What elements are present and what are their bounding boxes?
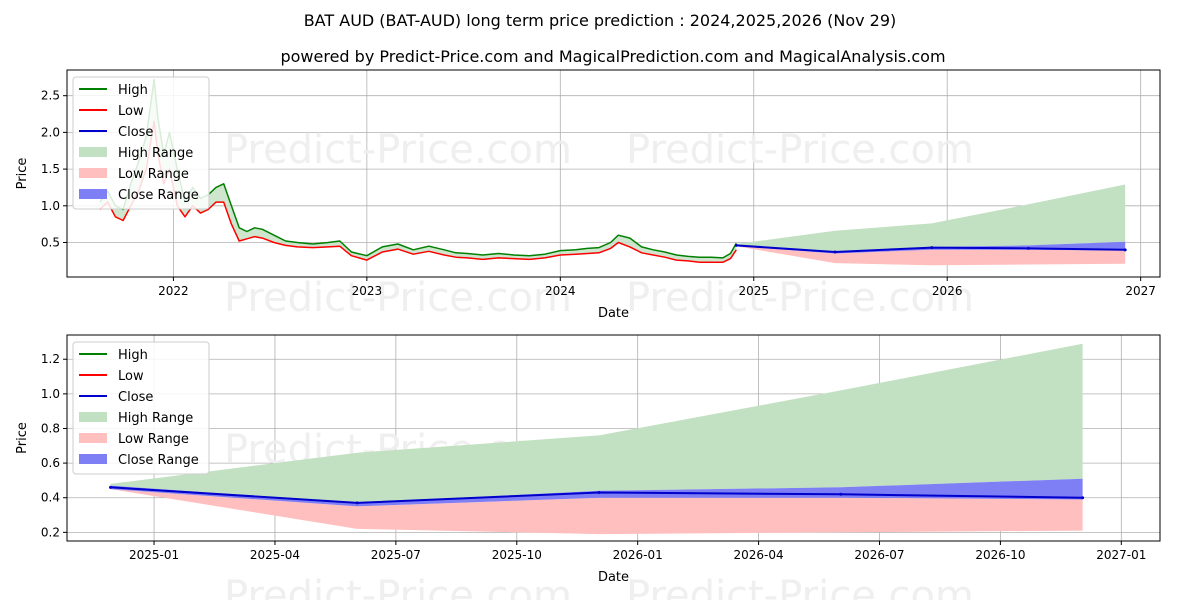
y-axis-label: Price [15, 422, 30, 454]
y-tick-label: 0.5 [41, 236, 60, 250]
x-tick-label: 2026-04 [734, 548, 784, 562]
legend-swatch-patch [79, 412, 107, 422]
legend-entry-label: High [118, 348, 148, 363]
y-tick-label: 1.5 [41, 162, 60, 176]
close-forecast-point [734, 243, 738, 247]
x-tick-label: 2025-07 [371, 548, 421, 562]
watermark-text: Predict-Price.com [626, 127, 974, 173]
legend-swatch-patch [79, 189, 107, 199]
legend-entry-label: Low Range [118, 167, 189, 182]
legend-entry-label: High Range [118, 146, 193, 161]
low-range-band [110, 489, 1083, 535]
legend-entry-label: Close Range [118, 453, 199, 468]
x-tick-label: 2026-07 [854, 548, 904, 562]
close-forecast-point [355, 501, 359, 505]
x-tick-label: 2025-04 [250, 548, 300, 562]
legend-entry-label: Close [118, 125, 153, 140]
x-tick-label: 2022 [158, 284, 189, 298]
x-tick-label: 2026 [932, 284, 963, 298]
legend-entry-label: Close [118, 390, 153, 405]
figure-title: BAT AUD (BAT-AUD) long term price predic… [304, 11, 897, 30]
watermark-text: Predict-Price.com [224, 127, 572, 173]
watermark-text: Predict-Price.com [224, 275, 572, 321]
y-tick-label: 0.4 [41, 491, 60, 505]
forecast-zoom-chart-panel: Predict-Price.comPredict-Price.comPredic… [15, 334, 1161, 600]
x-axis-label: Date [598, 570, 629, 585]
watermark-text: Predict-Price.com [626, 275, 974, 321]
figure-subtitle: powered by Predict-Price.com and Magical… [280, 47, 945, 66]
x-tick-label: 2025-01 [129, 548, 179, 562]
x-tick-label: 2025-10 [492, 548, 542, 562]
y-tick-label: 0.8 [41, 421, 60, 435]
legend-entry-label: Close Range [118, 188, 199, 203]
legend-entry-label: Low Range [118, 432, 189, 447]
axes-frame [66, 69, 1161, 278]
close-forecast-point [833, 250, 837, 254]
plot-area [109, 343, 1085, 535]
y-axis-label: Price [15, 158, 30, 190]
high-range-band [736, 184, 1126, 252]
legend-entry-label: Low [118, 104, 144, 119]
legend-swatch-patch [79, 454, 107, 464]
close-forecast-point [1081, 496, 1085, 500]
x-tick-label: 2027 [1125, 284, 1156, 298]
close-forecast-point [1123, 248, 1127, 252]
x-tick-label: 2024 [545, 284, 576, 298]
y-tick-label: 2.0 [41, 125, 60, 139]
close-forecast-point [597, 491, 601, 495]
legend-swatch-patch [79, 147, 107, 157]
x-tick-label: 2026-10 [975, 548, 1025, 562]
legend-entry-label: Low [118, 369, 144, 384]
close-forecast-point [1026, 246, 1030, 250]
y-tick-label: 1.0 [41, 387, 60, 401]
legend-swatch-patch [79, 168, 107, 178]
watermark-text: Predict-Price.com [224, 573, 572, 600]
axes-frame [66, 334, 1161, 542]
x-tick-label: 2023 [352, 284, 383, 298]
y-tick-label: 0.6 [41, 456, 60, 470]
y-tick-label: 0.2 [41, 525, 60, 539]
x-tick-label: 2027-01 [1096, 548, 1146, 562]
close-forecast-point [109, 485, 113, 489]
high-range-band [110, 343, 1083, 503]
x-tick-label: 2026-01 [613, 548, 663, 562]
x-axis-label: Date [598, 306, 629, 321]
x-tick-label: 2025 [738, 284, 769, 298]
watermark-text: Predict-Price.com [626, 573, 974, 600]
long-term-chart-panel: Predict-Price.com Predict-Price.com Predic… [15, 69, 1161, 321]
close-forecast-point [839, 492, 843, 496]
legend-entry-label: High Range [118, 411, 193, 426]
low-range-band [736, 246, 1126, 266]
y-tick-label: 1.0 [41, 199, 60, 213]
y-tick-label: 1.2 [41, 352, 60, 366]
close-forecast-point [930, 246, 934, 250]
legend-entry-label: High [118, 83, 148, 98]
legend-swatch-patch [79, 433, 107, 443]
y-tick-label: 2.5 [41, 89, 60, 103]
